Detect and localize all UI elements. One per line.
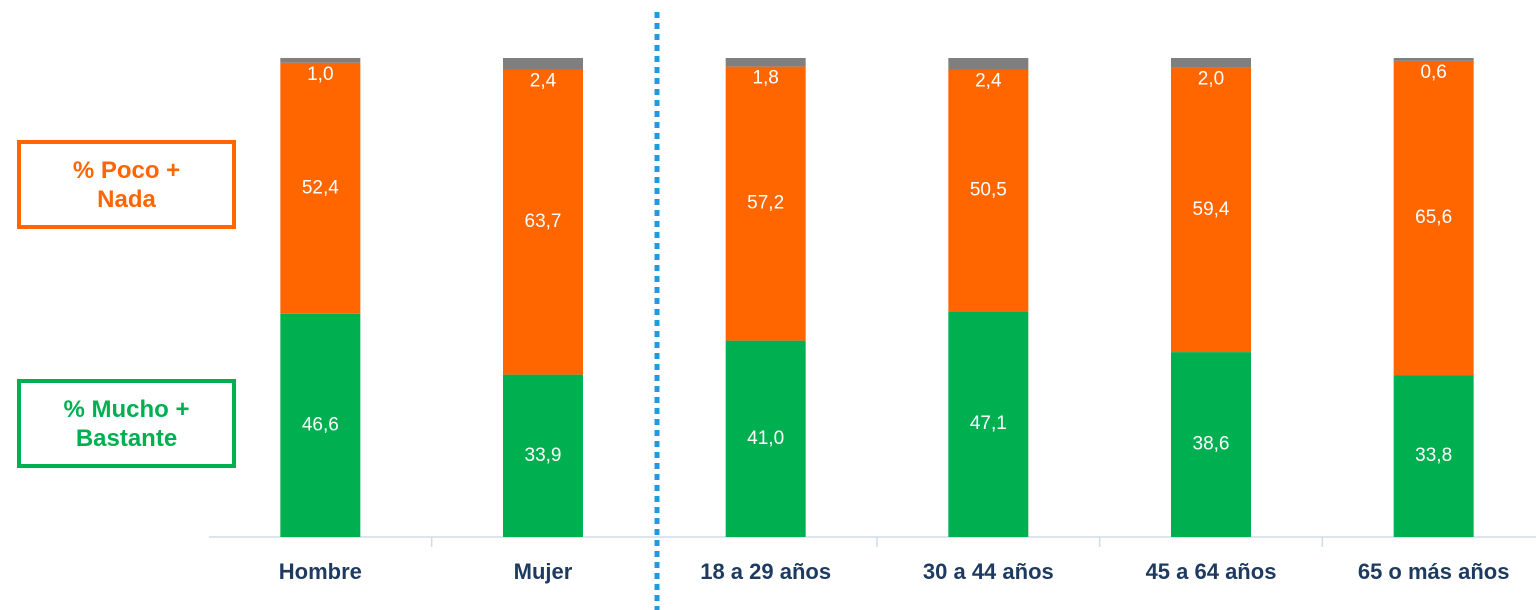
legend-label: % Mucho + Bastante	[63, 395, 190, 452]
value-label: 2,4	[530, 71, 557, 92]
x-tick-label: 18 a 29 años	[700, 559, 831, 584]
x-tick-label: 30 a 44 años	[923, 559, 1054, 584]
bar-segment	[280, 62, 361, 314]
value-label: 1,0	[307, 64, 333, 85]
bar-segment	[1393, 375, 1474, 537]
value-label: 46,6	[302, 414, 339, 435]
bar-segment	[280, 313, 361, 537]
bar-segment	[725, 66, 806, 341]
value-label: 1,8	[752, 68, 778, 89]
bar-segment	[503, 58, 583, 70]
value-label: 47,1	[970, 413, 1007, 434]
bar-segment	[1171, 67, 1251, 353]
bar-segment	[1171, 352, 1251, 537]
bar-segment	[503, 69, 583, 375]
value-label: 33,8	[1415, 445, 1452, 466]
value-label: 0,6	[1420, 62, 1446, 83]
value-label: 38,6	[1193, 434, 1230, 455]
bar-segment	[1393, 60, 1474, 376]
bar-segment	[1171, 58, 1251, 68]
bar-segment	[280, 58, 361, 63]
value-label: 52,4	[302, 177, 339, 198]
bar-segment	[725, 58, 806, 67]
legend-orange: % Poco + Nada	[17, 140, 236, 229]
value-label: 2,0	[1198, 69, 1224, 90]
x-tick-label: 45 a 64 años	[1146, 559, 1277, 584]
bar-segment	[725, 340, 806, 537]
bar-segment	[948, 58, 1029, 70]
bar-segment	[503, 374, 583, 537]
x-tick-label: Mujer	[514, 559, 573, 584]
value-label: 57,2	[747, 193, 784, 214]
value-label: 65,6	[1415, 207, 1452, 228]
value-label: 59,4	[1193, 199, 1230, 220]
value-label: 2,4	[975, 71, 1002, 92]
legend-green: % Mucho + Bastante	[17, 379, 236, 468]
legend-label: % Poco + Nada	[72, 156, 181, 213]
x-tick-label: 65 o más años	[1358, 559, 1510, 584]
bar-segment	[948, 311, 1029, 537]
value-label: 33,9	[525, 445, 562, 466]
value-label: 50,5	[970, 179, 1007, 200]
value-label: 63,7	[525, 211, 562, 232]
bar-segment	[948, 69, 1029, 312]
bar-segment	[1393, 58, 1474, 61]
value-label: 41,0	[747, 428, 784, 449]
x-tick-label: Hombre	[279, 559, 362, 584]
